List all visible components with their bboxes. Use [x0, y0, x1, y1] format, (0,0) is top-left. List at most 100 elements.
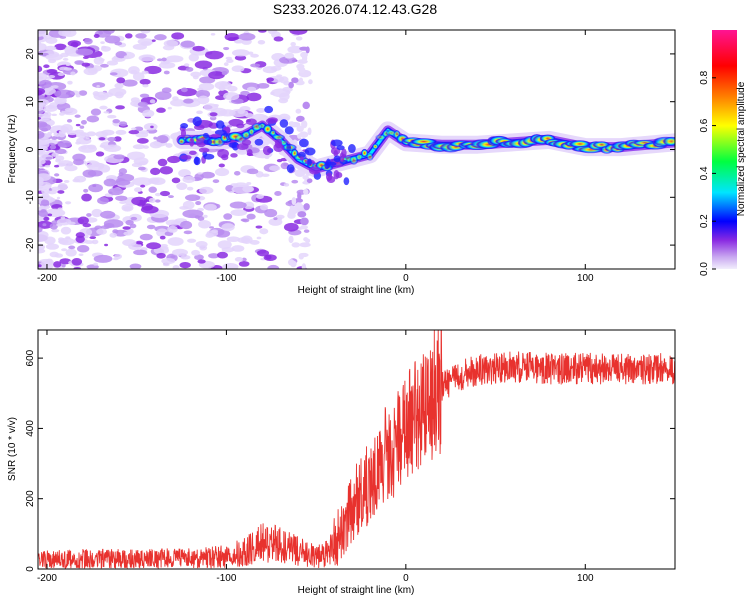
spectrogram-blob	[64, 164, 78, 172]
spectrogram-blob	[296, 125, 304, 132]
snr-panel: -200 -100 0 100 0 200 400 600 Height of straigh…	[7, 329, 676, 596]
spectrogram-blob	[172, 265, 180, 269]
spectrogram-blob	[303, 203, 310, 211]
spectrogram-blob	[86, 131, 97, 137]
spectrogram-blob	[229, 109, 249, 118]
spectrogram-blob	[192, 75, 199, 80]
spectrogram-blob	[39, 79, 53, 89]
spectrogram-blob	[132, 144, 146, 150]
spectrogram-blob	[44, 45, 57, 51]
spectrogram-blob	[38, 233, 49, 243]
spectrogram-blob	[284, 52, 295, 59]
colorbar-tick-label: 0.6	[699, 118, 710, 132]
spectrogram-blob	[295, 36, 303, 41]
spectrogram-blob	[148, 177, 160, 184]
spectrogram-blob	[195, 137, 207, 148]
spectrogram-blob	[55, 134, 60, 137]
ridge-hotspot	[361, 148, 369, 158]
spectrogram-blob	[149, 99, 156, 104]
spectrogram-blob	[51, 85, 59, 89]
spectrogram-blob	[103, 144, 122, 153]
spectrogram-blob	[65, 248, 77, 257]
spectrogram-blob	[246, 213, 256, 220]
spectrogram-blob	[131, 127, 137, 131]
spectrogram-blob	[223, 213, 233, 220]
spectrogram-blob	[75, 235, 85, 243]
colorbar-ticks: 0.0 0.2 0.4 0.6 0.8	[699, 70, 716, 276]
spectrogram-blob	[154, 192, 162, 197]
spectrogram-blob	[75, 48, 94, 56]
snr-y-label: SNR (10 * v/v)	[7, 417, 18, 481]
spectrogram-blob	[103, 178, 117, 187]
spectrogram-blob	[223, 46, 230, 51]
spectrogram-blob	[180, 220, 193, 230]
spectrogram-blob	[256, 83, 270, 89]
spectrogram-blob	[103, 30, 115, 35]
spectrogram-blob	[138, 54, 156, 62]
spectrogram-blob	[80, 119, 87, 125]
spectrogram-blob	[113, 253, 123, 260]
spectrogram-blob	[301, 263, 307, 269]
spectrogram-blob	[54, 173, 60, 177]
spectrogram-blob	[73, 266, 82, 269]
spectrogram-blob	[82, 223, 92, 228]
spectrogram-blob	[219, 82, 229, 87]
spectrogram-blob	[208, 253, 220, 259]
spectrogram-blob	[287, 45, 303, 54]
spectrogram-blob	[308, 79, 313, 85]
ridge-hotspot	[263, 124, 273, 135]
spectrogram-blob	[60, 226, 72, 235]
spectrogram-blob	[86, 213, 92, 217]
spectrogram-blob	[60, 216, 66, 220]
spectrogram-blob	[38, 30, 46, 37]
spectrogram-blob	[185, 67, 194, 72]
spectrogram-blob	[46, 258, 53, 263]
spectrogram-blob	[194, 254, 204, 261]
spectrogram-blob	[61, 248, 68, 252]
spectrogram-blob	[299, 242, 311, 248]
y-tick-label: 0	[25, 146, 36, 152]
colorbar-tick-label: 0.4	[699, 166, 710, 180]
spectrogram-blob	[154, 199, 161, 203]
ridge-hotspot	[269, 129, 277, 136]
spectrogram-blob	[215, 120, 225, 129]
spectrogram-blob	[205, 232, 214, 238]
spectrogram-blob	[58, 160, 73, 167]
spectrogram-blob	[131, 196, 148, 206]
ridge-hotspot	[271, 134, 286, 141]
spectrogram-blob	[141, 70, 149, 75]
spectrogram-blob	[54, 43, 67, 51]
spectrogram-blob	[55, 155, 65, 161]
spectrogram-blob	[115, 179, 131, 186]
spectrogram-blob	[198, 82, 215, 91]
spectrogram-blob	[98, 31, 104, 35]
spectrogram-blob	[93, 262, 98, 266]
spectrogram-blob	[264, 208, 278, 218]
spectrogram-blob	[297, 151, 306, 158]
spectrogram-blob	[47, 213, 53, 217]
spectrogram-blob	[176, 182, 188, 191]
spectrogram-blob	[81, 193, 92, 202]
spectrogram-blob	[67, 221, 76, 226]
spectrogram-blob	[188, 53, 200, 62]
spectrogram-blob	[151, 39, 156, 42]
spectrogram-blob	[122, 239, 137, 247]
spectrogram-blob	[285, 90, 291, 94]
spectrogram-blob	[44, 164, 51, 168]
spectrogram-blob	[307, 158, 312, 167]
spectrogram-blob	[77, 216, 89, 225]
spectrogram-blob	[109, 72, 118, 76]
spectrogram-blob	[297, 133, 302, 139]
spectrogram-blob	[204, 203, 217, 211]
spectrogram-blob	[222, 262, 239, 269]
spectrogram-blob	[54, 253, 64, 258]
spectrogram-blob	[115, 195, 128, 201]
spectrogram-blob	[184, 194, 201, 201]
spectrogram-blob	[275, 214, 285, 220]
x-tick-label: -200	[37, 273, 57, 284]
spectrogram-blob	[291, 77, 299, 84]
spectrogram-blob	[163, 39, 179, 48]
spectrogram-blob	[303, 229, 310, 233]
spectrogram-blob	[306, 178, 313, 184]
spectrogram-blob	[38, 226, 43, 233]
